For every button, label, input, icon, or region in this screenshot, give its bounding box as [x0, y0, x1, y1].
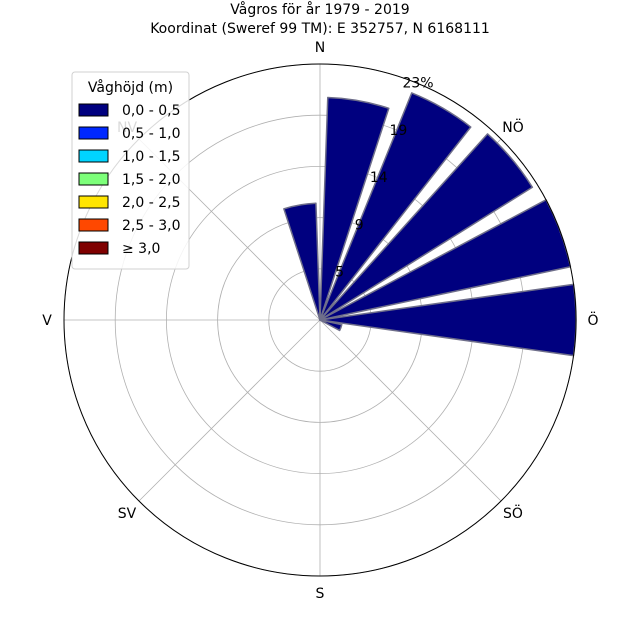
legend: Våghöjd (m) 0,0 - 0,5 0,5 - 1,0 1,0 - 1,5 1… [71, 71, 190, 270]
legend-title: Våghöjd (m) [88, 79, 173, 96]
legend-label: 1,5 - 2,0 [122, 172, 180, 188]
direction-label: N [315, 40, 325, 56]
wave-bars [283, 92, 577, 357]
wave-bar [319, 319, 343, 332]
legend-swatch [78, 172, 109, 186]
chart-subtitle: Koordinat (Sweref 99 TM): E 352757, N 61… [150, 21, 490, 37]
wave-bar [319, 96, 390, 321]
direction-labels: NNÖÖSÖSSVVNV [42, 40, 598, 602]
direction-label: S [316, 586, 325, 602]
legend-swatch [78, 195, 109, 209]
direction-label: V [42, 313, 52, 329]
radial-tick-label: 19 [389, 123, 407, 139]
wave-bar [319, 133, 534, 321]
grid-spoke [319, 319, 502, 502]
radial-tick-labels: 5 9 14 19 23% [335, 76, 433, 281]
legend-swatch [78, 126, 109, 140]
legend-swatch [78, 241, 109, 255]
legend-entries: 0,0 - 0,5 0,5 - 1,0 1,0 - 1,5 1,5 - 2,0 2,0 … [78, 103, 180, 257]
radial-tick-label: 9 [355, 217, 364, 233]
direction-label: SV [118, 506, 137, 522]
radial-tick-label: 14 [370, 170, 388, 186]
legend-swatch [78, 218, 109, 232]
legend-label: 0,0 - 0,5 [122, 103, 180, 119]
legend-swatch [78, 149, 109, 163]
legend-label: 1,0 - 1,5 [122, 149, 180, 165]
radial-tick-label: 23% [402, 76, 433, 92]
radial-tick-label: 5 [335, 265, 344, 281]
chart-title: Vågros för år 1979 - 2019 [230, 1, 409, 18]
wave-bar [319, 92, 472, 321]
legend-label: 2,5 - 3,0 [122, 218, 180, 234]
direction-label: NÖ [502, 118, 524, 136]
legend-frame [71, 71, 190, 270]
wave-bar [283, 202, 321, 321]
legend-label: ≥ 3,0 [122, 241, 160, 257]
outer-ring [63, 63, 577, 577]
grid-spoke [138, 319, 321, 502]
legend-swatch [78, 103, 109, 117]
legend-label: 2,0 - 2,5 [122, 195, 180, 211]
direction-label: SÖ [503, 504, 523, 522]
legend-label: 0,5 - 1,0 [122, 126, 180, 142]
direction-label: Ö [587, 311, 598, 329]
